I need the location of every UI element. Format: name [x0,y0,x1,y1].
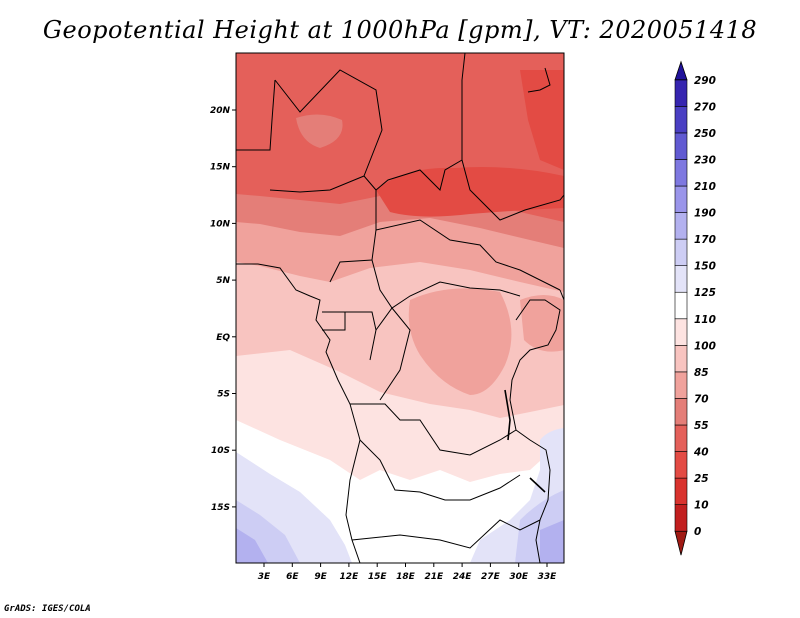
fill-band-170-west [236,528,268,563]
footer-credit: GrADS: IGES/COLA [4,604,91,614]
colorbar-label: 170 [694,234,716,246]
lat-tick-label: 15N [210,163,231,173]
lon-tick-label: 21E [424,572,444,582]
car-south-border [371,259,521,309]
fill-band-40 [376,167,564,217]
kenya-border [559,289,564,301]
lat-tick-label: 10S [211,446,230,456]
lat-tick-label: EQ [216,333,230,343]
malawi-moz-border [515,429,551,563]
lon-tick-label: 18E [396,572,416,582]
congo-drc-border [375,307,411,401]
sahel-borders [274,53,466,191]
colorbar-segment [674,132,688,160]
colorbar-label: 85 [694,367,709,379]
x-axis: 3E 6E 9E 12E 15E 18E 21E 24E 27E 30E 33E [258,563,557,582]
colorbar-label: 70 [694,393,709,405]
colorbar-label: 290 [694,75,716,87]
angola-drc-border [350,403,517,456]
angola-zambia-border [359,439,521,501]
colorbar-segment [674,159,688,187]
colorbar-label: 210 [694,181,716,193]
fill-band-40-ne [520,70,564,170]
colorbar-arrow-high [674,60,688,81]
colorbar-segment [674,212,688,240]
colorbar-segment [674,504,688,532]
colorbar-label: 270 [694,101,716,113]
colorbar-segment [674,291,688,320]
colorbar-segment [674,265,688,293]
lon-tick-label: 27E [481,572,501,582]
niger-nigeria-border [269,175,365,193]
colorbar-label: 55 [694,420,709,432]
colorbar-segment [674,477,688,505]
car-north-border [375,219,561,291]
sudan-chad-border [461,159,564,221]
chart-title: Geopotential Height at 1000hPa [gpm], VT… [42,16,758,44]
fill-east-85 [520,295,564,352]
lon-tick-label: 9E [314,572,327,582]
colorbar-segment [674,424,688,452]
lon-tick-label: 30E [509,572,529,582]
lon-tick-label: 3E [258,572,271,582]
lake-malawi [529,477,546,493]
mali-border [236,79,276,151]
map-frame [235,52,565,564]
colorbar-label: 100 [694,340,716,352]
nile-delta-coast [527,67,551,93]
colorbar-segment [674,106,688,134]
colorbar-label: 190 [694,208,716,220]
lon-tick-label: 15E [368,572,388,582]
colorbar-segment [674,238,688,266]
lat-tick-label: 20N [210,106,231,116]
lon-tick-label: 12E [340,572,360,582]
fill-basin-85 [408,288,512,395]
west-coastline [236,263,361,563]
colorbar-label: 125 [694,287,716,299]
lat-tick-label: 5N [216,276,230,286]
lake-tanganyika [504,389,511,441]
colorbar-label: 110 [694,314,716,326]
lat-tick-label: 15S [211,503,230,513]
colorbar: 0 10 25 40 55 70 85 100 110 125 150 170 190 210 230 250… [674,60,716,556]
great-lakes-border [509,299,561,431]
fill-patch-70 [296,114,343,148]
colorbar-segment [674,371,688,399]
country-borders [236,53,564,563]
fill-band-170-east [540,520,564,563]
colorbar-segment [674,451,688,479]
colorbar-label: 230 [694,154,716,166]
lon-tick-label: 24E [453,572,473,582]
colorbar-segment [674,318,688,346]
eq-guinea-border [322,312,346,331]
gabon-congo-border [322,311,377,361]
colorbar-label: 10 [694,500,709,512]
colorbar-label: 250 [694,128,716,140]
height-field-fills [236,53,564,563]
lat-tick-label: 5S [217,390,230,400]
lat-tick-label: 10N [210,219,231,229]
y-axis: 20N 15N 10N 5N EQ 5S 10S 15S [210,106,236,513]
colorbar-segment [674,398,688,426]
colorbar-label: 40 [693,447,709,459]
colorbar-label: 0 [694,526,701,538]
colorbar-arrow-low [674,530,688,556]
colorbar-segment [674,345,688,373]
lon-tick-label: 6E [286,572,299,582]
colorbar-segment [674,79,688,107]
namibia-botswana-border [351,519,541,549]
lon-tick-label: 33E [538,572,558,582]
colorbar-segment [674,185,688,213]
colorbar-label: 25 [694,473,709,485]
colorbar-label: 150 [694,261,716,273]
